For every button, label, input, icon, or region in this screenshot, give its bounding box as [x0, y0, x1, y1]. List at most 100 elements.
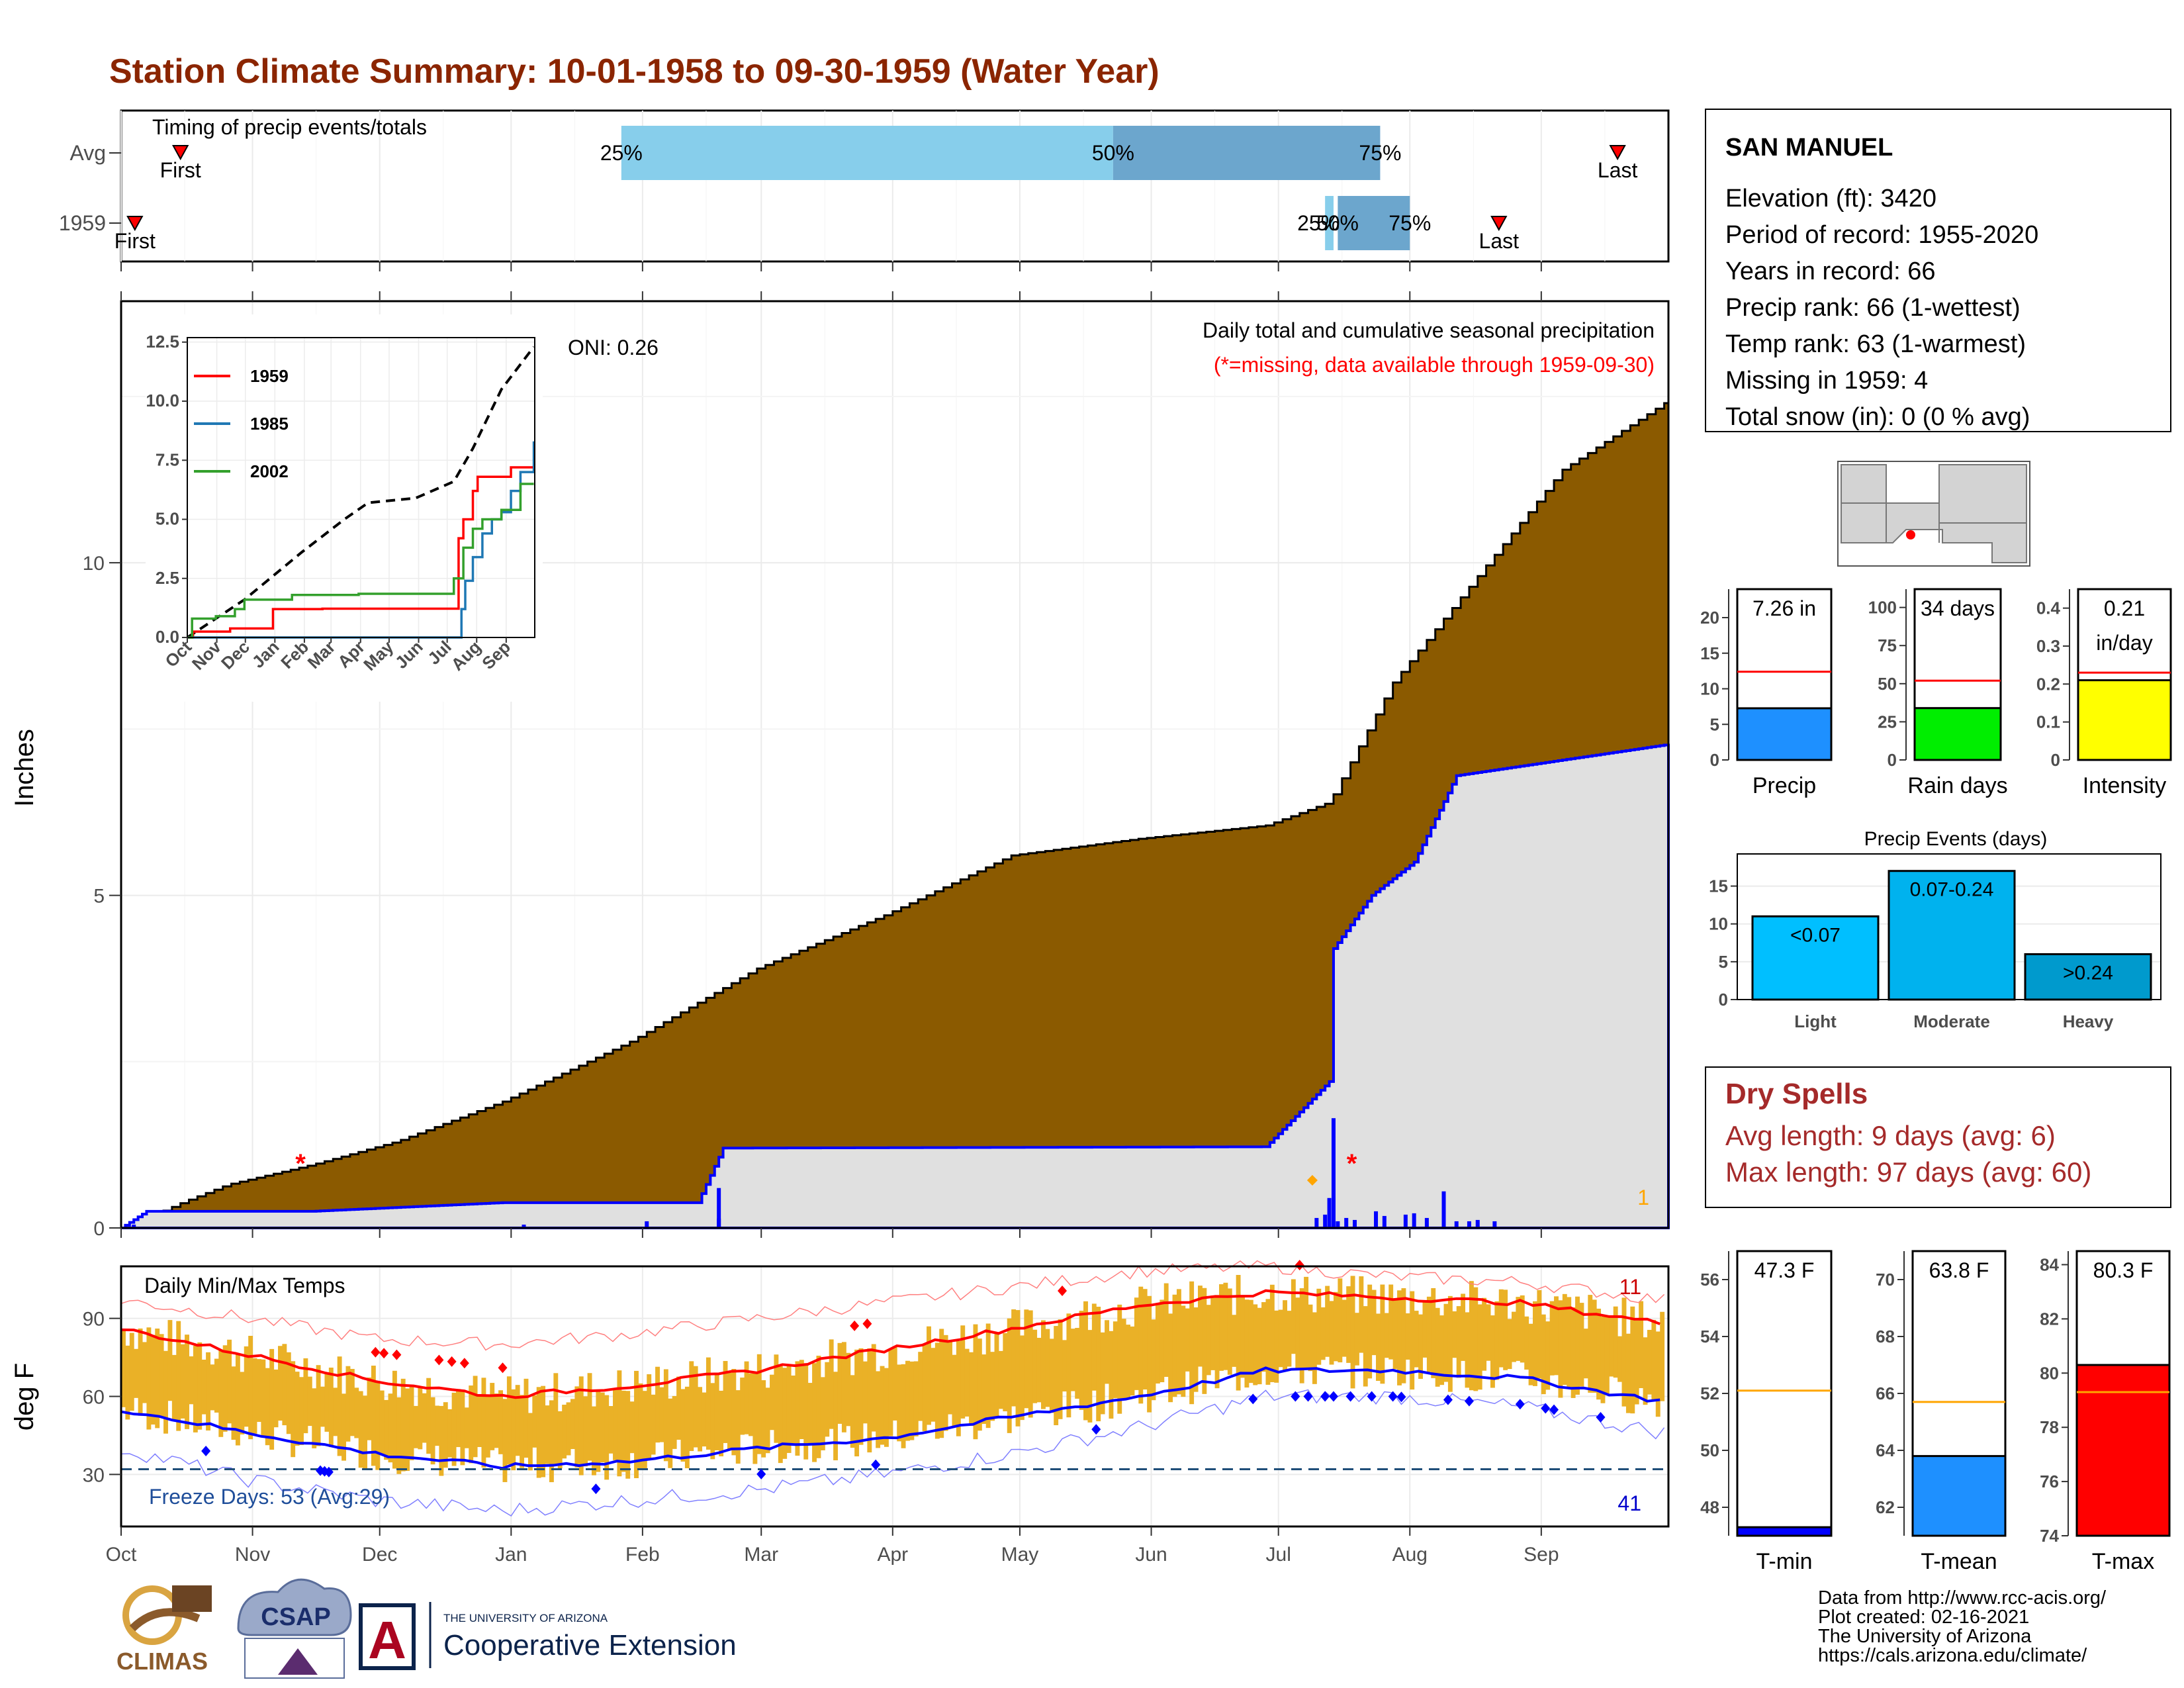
events-bar-label: >0.24 [2063, 962, 2113, 984]
mini-ytick-label: 84 [2040, 1254, 2059, 1274]
temp-day-bar [1625, 1333, 1631, 1413]
precip-ytick-label: 0 [93, 1218, 105, 1240]
temp-day-bar [1392, 1298, 1398, 1370]
temp-day-bar [825, 1362, 830, 1437]
temp-day-bar [299, 1377, 304, 1445]
record-low-marker [1248, 1393, 1258, 1405]
temp-day-bar [303, 1358, 308, 1434]
temp-ytick-label: 90 [83, 1309, 105, 1331]
inset-ytick-label: 10.0 [146, 391, 179, 410]
mini-ytick-label: 0 [2051, 750, 2060, 770]
temp-day-bar [1575, 1296, 1580, 1395]
temp-day-bar [1579, 1303, 1584, 1387]
temp-day-bar [1613, 1306, 1618, 1378]
temp-day-bar [1604, 1315, 1610, 1395]
temp-day-bar [727, 1372, 732, 1451]
temp-day-bar [409, 1385, 414, 1460]
record-high-marker [434, 1354, 444, 1366]
record-high-marker [392, 1349, 402, 1360]
temp-day-bar [1304, 1276, 1309, 1370]
temp-day-bar [469, 1385, 474, 1464]
oni-text: ONI: 0.26 [568, 336, 659, 359]
temp-day-bar [1265, 1299, 1271, 1385]
station-line: Elevation (ft): 3420 [1725, 185, 1936, 212]
temp-day-bar [375, 1381, 381, 1470]
temp-day-bar [1410, 1291, 1415, 1390]
temp-day-bar [1320, 1307, 1326, 1360]
mini-value-label2: in/day [2096, 631, 2152, 655]
locator-map [1837, 461, 2030, 567]
temp-day-bar [261, 1359, 266, 1438]
mini-ytick-label: 20 [1700, 608, 1719, 628]
corner-count: 1 [1637, 1186, 1649, 1209]
temp-day-bar [1609, 1317, 1614, 1377]
record-low-marker [756, 1468, 766, 1479]
temp-day-bar [307, 1376, 312, 1427]
temp-day-bar [460, 1389, 465, 1466]
temp-day-bar [756, 1354, 762, 1454]
temp-day-bar [812, 1363, 817, 1462]
station-line: Temp rank: 63 (1-warmest) [1725, 330, 2026, 358]
last-avg-marker [1609, 145, 1626, 161]
temp-day-bar [888, 1348, 893, 1436]
temp-day-bar [871, 1344, 876, 1432]
temp-day-bar [990, 1352, 995, 1421]
mini-ytick-label: 0.3 [2036, 636, 2060, 656]
mini-axis-label: T-mean [1921, 1549, 1997, 1574]
rain-days-chart: 0 25 50 75 100 34 days Rain days [1868, 588, 2008, 798]
temp-day-bar [520, 1395, 525, 1468]
daily-precip-bar [1327, 1197, 1332, 1228]
temp-day-bar [1596, 1308, 1602, 1400]
temp-day-bar [705, 1357, 711, 1450]
temp-day-bar [1227, 1288, 1232, 1375]
temp-day-bar [858, 1348, 864, 1445]
temp-day-bar [1363, 1306, 1368, 1387]
record-high-marker [850, 1320, 860, 1331]
temp-day-bar [1261, 1302, 1266, 1372]
events-bar [1751, 915, 1880, 1001]
temp-day-bar [1197, 1286, 1203, 1367]
temp-day-bar [498, 1390, 503, 1454]
temp-day-bar [214, 1358, 219, 1413]
temp-day-bar [749, 1373, 753, 1436]
temp-day-bar [1295, 1297, 1300, 1371]
temp-day-bar [897, 1364, 902, 1442]
record-low-marker [1515, 1399, 1525, 1410]
footer-credits: Data from http://www.rcc-acis.org/ Plot … [1818, 1587, 2107, 1666]
temp-day-bar [1401, 1288, 1406, 1383]
temp-day-bar [511, 1389, 516, 1471]
temp-day-bar [422, 1393, 427, 1443]
mini-ytick-label: 56 [1700, 1270, 1719, 1289]
mini-ytick-label: 50 [1700, 1440, 1719, 1460]
temp-day-bar [948, 1340, 952, 1415]
events-category-label: Heavy [2063, 1011, 2114, 1031]
temp-day-bar [1011, 1309, 1017, 1407]
temp-day-bar [1019, 1335, 1024, 1421]
temp-day-bar [884, 1368, 889, 1447]
temp-day-bar [1503, 1289, 1508, 1370]
temp-xtick-label: Dec [362, 1544, 397, 1566]
daily-precip-bar [1344, 1217, 1349, 1228]
events-ytick-label: 0 [1719, 990, 1728, 1009]
temp-day-bar [349, 1368, 355, 1436]
inset-ytick-label: 5.0 [156, 509, 179, 529]
page-title: Station Climate Summary: 10-01-1958 to 0… [109, 52, 1160, 91]
events-category-label: Light [1794, 1011, 1837, 1031]
record-low-marker [871, 1459, 881, 1470]
temp-day-bar [240, 1372, 245, 1434]
temp-day-bar [121, 1329, 126, 1407]
station-line: Precip rank: 66 (1-wettest) [1725, 294, 2021, 322]
avg-75-label: 75% [1359, 141, 1401, 165]
temp-day-bar [316, 1365, 321, 1446]
temp-day-bar [1439, 1315, 1445, 1385]
station-name: SAN MANUEL [1725, 134, 1893, 162]
temp-day-bar [1117, 1304, 1122, 1414]
temp-day-bar [1045, 1329, 1050, 1407]
temp-day-bar [549, 1400, 554, 1483]
temp-day-bar [1244, 1299, 1250, 1388]
temp-day-bar [608, 1406, 614, 1454]
avg-25-label: 25% [600, 141, 643, 165]
avg-max-line [120, 1289, 1661, 1399]
daily-temp-bars [121, 1274, 1665, 1483]
mini-ytick-label: 0.2 [2036, 674, 2060, 694]
